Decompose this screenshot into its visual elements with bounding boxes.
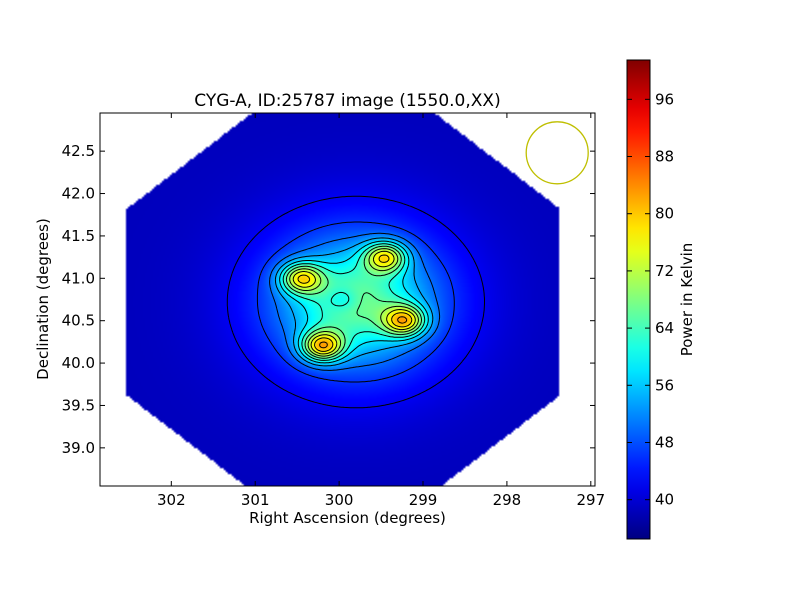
x-tick-label: 302 [157,491,186,509]
colorbar-tick-label: 64 [655,319,674,337]
colorbar-tick-label: 88 [655,148,674,166]
x-tick-label: 297 [576,491,605,509]
beam-circle [525,121,589,185]
colorbar-tick-label: 72 [655,262,674,280]
heatmap-image [100,113,595,486]
y-tick-label: 41.5 [62,227,95,245]
contour-level-46 [256,221,455,383]
contour-lines [226,195,485,409]
y-axis-label: Declination (degrees) [34,218,52,380]
contour-level-50 [269,232,441,371]
colorbar: 40 48 56 64 72 80 88 96 Power in Kelvin [626,59,696,540]
y-tick-label: 41.0 [62,269,95,287]
x-axis: 302 301 300 299 298 297 [157,113,605,509]
x-axis-label: Right Ascension (degrees) [249,509,446,527]
contour-level-74 [292,250,416,355]
colorbar-frame [626,59,651,540]
colorbar-tick-label: 56 [655,376,674,394]
colorbar-label: Power in Kelvin [678,243,696,357]
contour-level-66 [285,245,422,359]
y-tick-label: 42.5 [62,142,95,160]
contour-level-62 [282,243,426,361]
y-tick-label: 40.5 [62,312,95,330]
colorbar-gradient [627,60,650,539]
colorbar-tick-label: 40 [655,491,674,509]
contour-level-58 [279,240,429,364]
colorbar-ticks: 40 48 56 64 72 80 88 96 [627,90,674,509]
contour-level-78 [297,254,413,352]
x-tick-label: 298 [493,491,522,509]
x-tick-label: 300 [325,491,354,509]
colorbar-tick-label: 48 [655,433,674,451]
contour-level-54 [274,237,434,367]
contour-level-42 [226,195,485,409]
contour-level-82 [319,316,408,349]
contour-level-70 [289,248,419,357]
plot-frame [99,112,596,487]
y-tick-label: 40.0 [62,354,95,372]
y-tick-label: 39.0 [62,439,95,457]
y-tick-label: 39.5 [62,396,95,414]
x-tick-label: 301 [241,491,270,509]
y-tick-label: 42.0 [62,185,95,203]
x-tick-label: 299 [409,491,438,509]
colorbar-tick-label: 80 [655,205,674,223]
chart-title: CYG-A, ID:25787 image (1550.0,XX) [194,91,500,111]
colorbar-tick-label: 96 [655,90,674,108]
y-axis: 39.0 39.5 40.0 40.5 41.0 41.5 42.0 42.5 [62,142,595,457]
plot-area [99,112,596,487]
